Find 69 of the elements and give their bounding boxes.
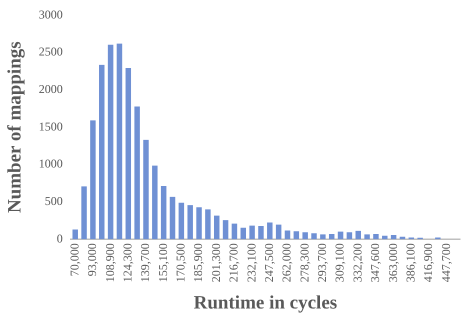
- bar: [320, 234, 326, 240]
- bar: [196, 207, 202, 240]
- x-tick-label: 201,300: [208, 243, 223, 282]
- bar: [294, 231, 300, 240]
- x-tick-label: 262,000: [280, 243, 294, 282]
- bar: [311, 233, 317, 240]
- bar: [346, 232, 352, 240]
- y-tick-label: 2000: [38, 82, 63, 96]
- bar: [108, 44, 114, 240]
- bar: [364, 234, 370, 240]
- bar: [90, 120, 96, 240]
- bar: [152, 166, 158, 240]
- y-tick-label: 500: [44, 194, 63, 208]
- x-tick-label: 185,900: [191, 243, 206, 282]
- bar: [116, 44, 122, 240]
- x-tick-label: 278,300: [297, 243, 312, 282]
- bar: [187, 205, 193, 240]
- x-tick-label: 124,300: [120, 243, 134, 282]
- x-tick-label: 155,100: [156, 243, 170, 282]
- bar: [400, 236, 406, 240]
- x-tick-label: 93,000: [85, 243, 100, 276]
- y-axis-title: Number of mappings: [4, 41, 26, 214]
- bar: [214, 216, 220, 240]
- x-tick-label: 447,700: [438, 243, 453, 282]
- x-tick-label: 332,200: [350, 243, 364, 282]
- bar: [178, 202, 184, 240]
- x-tick-label: 170,500: [174, 243, 188, 282]
- x-tick-label: 309,100: [332, 243, 347, 282]
- x-tick-label: 386,100: [403, 243, 418, 282]
- bar: [267, 222, 273, 240]
- bar: [134, 106, 140, 240]
- y-tick-label: 1500: [38, 119, 63, 134]
- bar: [232, 224, 238, 240]
- bar: [240, 228, 246, 240]
- x-tick-label: 70,000: [67, 243, 82, 276]
- bar: [222, 220, 228, 240]
- x-axis-title: Runtime in cycles: [194, 292, 338, 314]
- bar: [72, 229, 78, 240]
- y-tick-label: 2500: [38, 44, 63, 59]
- x-tick-label: 247,500: [262, 243, 276, 282]
- bar: [356, 230, 361, 240]
- bar: [99, 64, 104, 240]
- bar: [373, 234, 379, 240]
- bar: [276, 224, 282, 240]
- bar: [390, 235, 396, 240]
- x-tick-label: 347,600: [368, 243, 382, 282]
- x-tick-label: 416,900: [421, 243, 436, 282]
- x-tick-label: 363,000: [386, 243, 400, 282]
- bar: [126, 68, 132, 240]
- bar: [284, 230, 290, 240]
- bar: [81, 186, 87, 240]
- bar: [302, 232, 308, 240]
- x-tick-label: 293,700: [315, 243, 330, 282]
- x-tick-label: 216,700: [226, 243, 241, 282]
- bar: [338, 232, 344, 240]
- y-tick-label: 0: [56, 231, 63, 246]
- bar: [143, 140, 149, 240]
- y-tick-label: 3000: [38, 7, 63, 22]
- y-tick-label: 1000: [38, 156, 63, 171]
- bar: [258, 226, 264, 240]
- bar: [160, 186, 166, 240]
- bar: [249, 226, 255, 240]
- x-tick-label: 108,900: [102, 243, 117, 282]
- bar: [205, 209, 211, 240]
- bar: [328, 234, 334, 240]
- bar: [170, 196, 176, 240]
- x-tick-label: 139,700: [138, 243, 152, 282]
- bar: [382, 236, 388, 240]
- x-tick-label: 232,100: [244, 243, 258, 282]
